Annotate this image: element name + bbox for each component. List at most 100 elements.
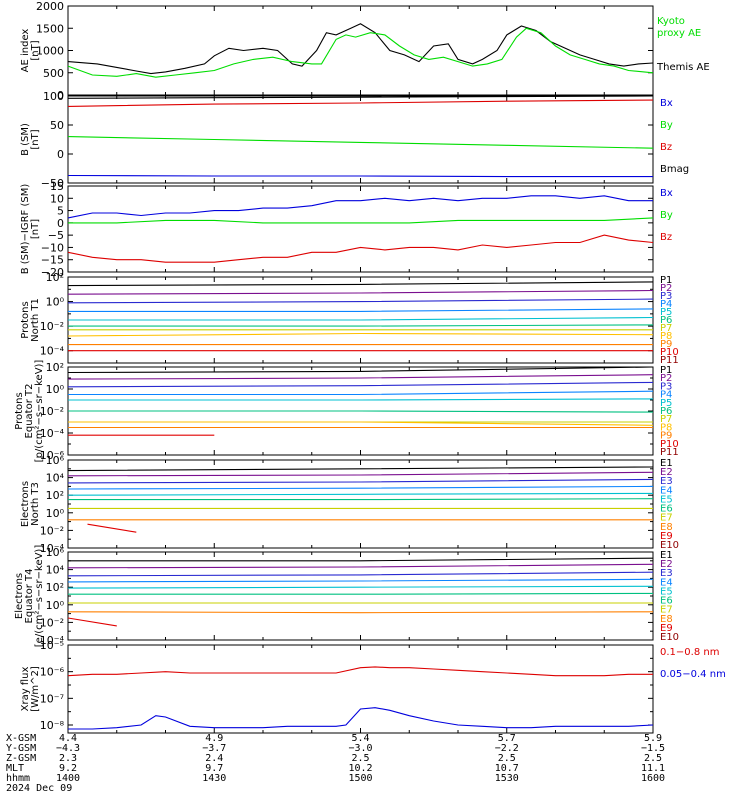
legend-p2: P2 <box>660 373 672 384</box>
legend-0-05-0-4-nm: 0.05−0.4 nm <box>660 669 726 680</box>
legend-e5: E5 <box>660 586 673 597</box>
legend-e2: E2 <box>660 467 673 478</box>
y-tick-label: −20 <box>41 266 64 279</box>
y-tick-label: 10⁰ <box>46 383 65 396</box>
footer-value: 2.5 <box>644 753 662 764</box>
y-axis-title: B (SM) <box>20 123 31 156</box>
series-e6 <box>68 498 654 501</box>
series-p4 <box>68 390 654 396</box>
series-p5 <box>68 398 654 401</box>
panel-frame-8 <box>67 644 654 734</box>
footer-value: 5.9 <box>644 733 662 744</box>
panel-frame-3 <box>67 185 654 273</box>
legend-p6: P6 <box>660 406 672 417</box>
y-tick-label: 10⁻⁵ <box>40 639 64 652</box>
legend-bz: Bz <box>660 232 672 243</box>
footer-row-label: MLT <box>6 763 24 774</box>
series-p8 <box>67 332 654 337</box>
footer-row-label: hhmm <box>6 773 30 784</box>
legend-e10: E10 <box>660 540 679 551</box>
series-e1 <box>68 557 654 562</box>
footer-value: 4.9 <box>205 733 223 744</box>
y-axis-title: Protons <box>20 301 31 338</box>
legend-p8: P8 <box>660 422 672 433</box>
legend-p5: P5 <box>660 307 672 318</box>
legend-e8: E8 <box>660 614 673 625</box>
legend-p1: P1 <box>660 365 672 376</box>
series-by <box>68 217 654 224</box>
legend-p4: P4 <box>660 299 672 310</box>
y-tick-label: 10⁻⁴ <box>40 542 65 555</box>
legend-p8: P8 <box>660 331 672 342</box>
footer-value: −3.7 <box>202 743 226 754</box>
y-tick-label: 10⁴ <box>46 472 65 485</box>
series-bz <box>67 234 654 263</box>
series-p3 <box>67 381 654 388</box>
y-tick-label: 10⁶ <box>46 546 65 559</box>
y-tick-label: 10⁻⁸ <box>40 719 65 732</box>
y-tick-label: 10⁻⁴ <box>40 634 65 647</box>
y-tick-label: 1000 <box>36 45 64 58</box>
y-tick-label: 10⁻⁴ <box>40 345 65 358</box>
y-tick-label: 10⁻⁶ <box>40 449 65 462</box>
footer-value: 2.5 <box>351 753 369 764</box>
legend-e4: E4 <box>660 577 673 588</box>
y-axis-title: [p/(cm²−s−sr−keV)] <box>34 360 45 463</box>
footer-value: 2.4 <box>205 753 223 764</box>
legend-e8: E8 <box>660 522 673 533</box>
y-axis-title: B (SM)−IGRF (SM) <box>20 184 31 275</box>
y-tick-label: −5 <box>48 229 64 242</box>
footer-value: −3.0 <box>348 743 372 754</box>
series-e4 <box>67 485 654 490</box>
y-tick-label: 10⁻² <box>40 524 64 537</box>
series-e3 <box>67 478 654 484</box>
legend-e10: E10 <box>660 632 679 643</box>
series-bz <box>67 99 654 107</box>
y-tick-label: 10⁻² <box>40 616 64 629</box>
series-e9 <box>87 523 137 533</box>
legend-p7: P7 <box>660 323 672 334</box>
y-tick-label: 15 <box>50 180 64 193</box>
legend-p9: P9 <box>660 431 672 442</box>
series-p6 <box>68 410 654 413</box>
footer-value: 2.3 <box>59 753 77 764</box>
series-e3 <box>67 571 654 577</box>
y-tick-label: 0 <box>57 148 64 161</box>
y-tick-label: 10² <box>46 581 64 594</box>
series-p2 <box>67 289 654 295</box>
footer-value: 1530 <box>495 773 519 784</box>
footer-value: 5.7 <box>498 733 516 744</box>
y-axis-title: AE index <box>20 29 31 73</box>
y-axis-title: Electrons <box>14 573 25 619</box>
y-tick-label: −50 <box>41 177 64 190</box>
legend-kyoto-proxy-ae: proxy AE <box>657 28 701 39</box>
legend-e3: E3 <box>660 476 673 487</box>
y-axis-title: North T3 <box>30 482 41 526</box>
footer-value: 11.1 <box>641 763 665 774</box>
y-tick-label: −10 <box>41 241 64 254</box>
y-axis-title: [nT] <box>30 129 41 149</box>
series-kyoto-proxy-ae <box>67 27 654 78</box>
panel-frame-2 <box>67 95 654 184</box>
series-e5 <box>67 585 654 589</box>
y-tick-label: 100 <box>43 90 64 103</box>
footer-value: 1500 <box>348 773 372 784</box>
legend-e3: E3 <box>660 568 673 579</box>
series-e2 <box>67 563 654 569</box>
y-tick-label: 10⁻⁶ <box>40 666 65 679</box>
legend-p7: P7 <box>660 414 672 425</box>
footer-value: 9.2 <box>59 763 77 774</box>
y-tick-label: 10⁴ <box>46 564 65 577</box>
series-0-1-0-8-nm <box>67 666 653 677</box>
y-tick-label: 2000 <box>36 0 64 13</box>
legend-p10: P10 <box>660 347 679 358</box>
footer-value: 1600 <box>641 773 665 784</box>
y-axis-title: [nT] <box>30 40 41 60</box>
series-bx <box>67 195 653 219</box>
legend-e6: E6 <box>660 596 673 607</box>
panel-frame-1 <box>67 5 654 96</box>
legend-p4: P4 <box>660 390 672 401</box>
footer-value: 10.2 <box>348 763 372 774</box>
legend-p6: P6 <box>660 315 672 326</box>
y-tick-label: 50 <box>50 119 64 132</box>
